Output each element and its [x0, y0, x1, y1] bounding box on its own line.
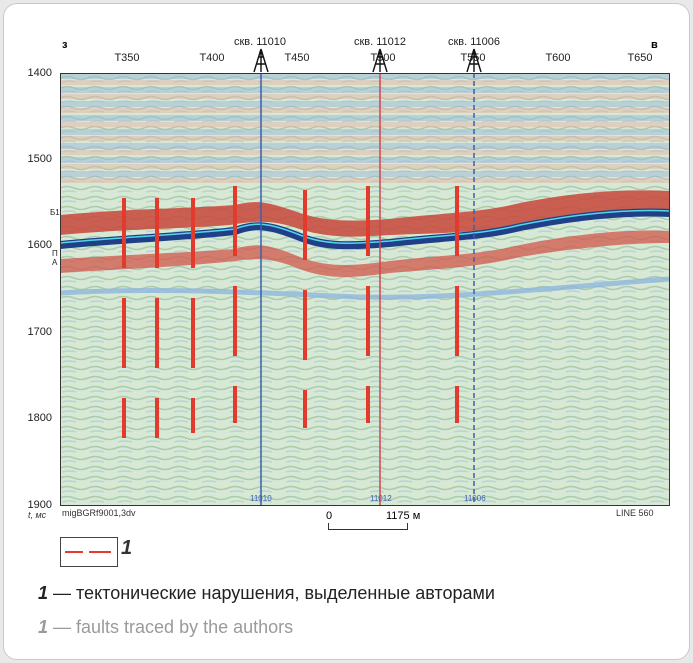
line-label: LINE 560 — [616, 508, 654, 518]
legend-dash — [89, 551, 111, 553]
caption-en-number: 1 — [38, 617, 49, 637]
y-tick: 1600 — [27, 239, 52, 251]
scale-start: 0 — [326, 510, 333, 522]
caption-en-text: — faults traced by the authors — [48, 617, 294, 637]
x-tick: T600 — [545, 52, 571, 64]
horizon-blue-lower — [60, 276, 670, 300]
well-bottom-label: 11012 — [370, 494, 392, 503]
well-label: скв. 11010 — [233, 36, 287, 48]
horizon-red-lower — [60, 230, 670, 277]
y-tick: 1900 — [27, 499, 52, 511]
well-bottom-label: 11006 — [464, 494, 486, 503]
east-label: в — [651, 39, 658, 51]
y-tick: 1800 — [27, 412, 52, 424]
horizon-label: П — [52, 249, 58, 258]
dataset-label: migBGRf9001,3dv — [62, 508, 136, 518]
legend-number: 1 — [121, 537, 133, 559]
well-label: скв. 11006 — [447, 36, 501, 48]
derrick-icon — [372, 48, 388, 73]
scale-bar — [328, 523, 408, 530]
x-tick: T450 — [284, 52, 310, 64]
y-tick: 1400 — [27, 67, 52, 79]
derrick-icon — [466, 48, 482, 73]
y-unit: t, мс — [28, 510, 47, 520]
seismic-section — [60, 73, 670, 506]
horizon-blue — [60, 208, 670, 250]
x-tick: T650 — [627, 52, 653, 64]
y-tick: 1700 — [27, 326, 52, 338]
well-label: скв. 11012 — [353, 36, 407, 48]
derrick-icon — [253, 48, 269, 73]
horizon-label: А — [52, 258, 58, 267]
well-bottom-label: 11010 — [250, 494, 272, 503]
x-tick: T550 — [460, 52, 486, 64]
horizon-label: Б1 — [50, 208, 60, 217]
horizon-cyan — [60, 209, 670, 244]
faults — [122, 186, 459, 438]
x-tick: T350 — [114, 52, 140, 64]
x-tick: T400 — [199, 52, 225, 64]
caption-ru-text: — тектонические нарушения, выделенные ав… — [48, 583, 495, 603]
legend-box — [60, 537, 118, 567]
legend-dash — [65, 551, 83, 553]
scale-end: 1175 м — [386, 510, 421, 522]
caption-ru: 1 — тектонические нарушения, выделенные … — [38, 583, 495, 604]
caption-en: 1 — faults traced by the authors — [38, 617, 293, 638]
y-tick: 1500 — [27, 153, 52, 165]
west-label: з — [62, 39, 68, 51]
caption-ru-number: 1 — [38, 583, 49, 603]
